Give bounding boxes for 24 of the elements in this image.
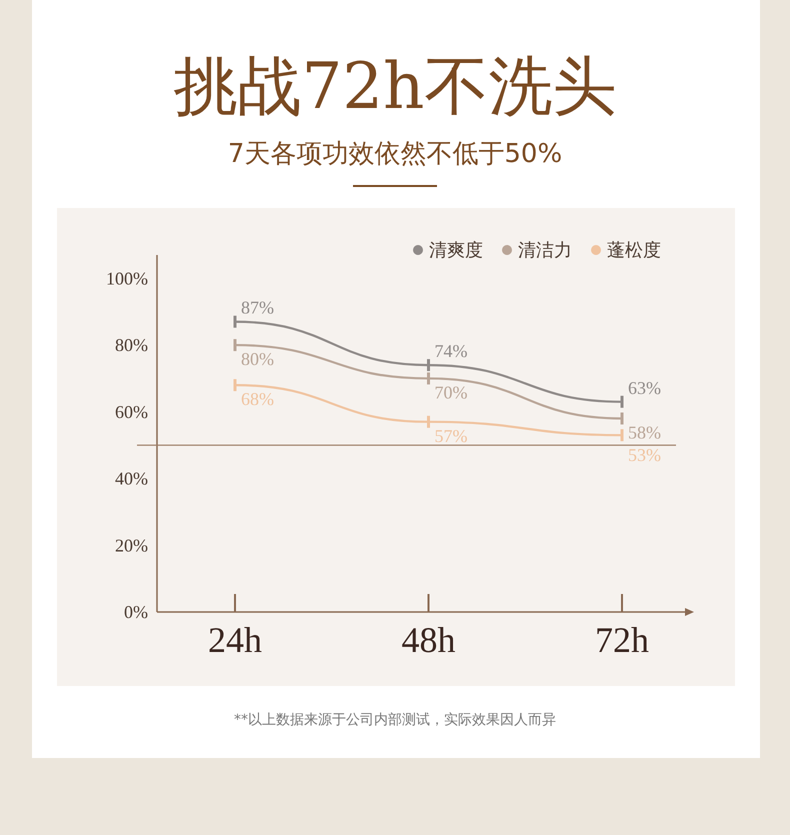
- y-tick-label: 60%: [115, 402, 148, 422]
- data-label: 87%: [241, 298, 274, 318]
- legend-label: 清爽度: [429, 240, 483, 261]
- y-tick-label: 40%: [115, 468, 148, 489]
- y-tick-label: 20%: [115, 535, 148, 556]
- legend-label: 清洁力: [518, 240, 572, 261]
- data-label: 57%: [434, 426, 468, 446]
- y-tick-label: 80%: [115, 335, 148, 356]
- chart-subtitle: 7天各项功效依然不低于50%: [228, 139, 562, 169]
- y-tick-label: 0%: [124, 602, 148, 622]
- legend-label: 蓬松度: [607, 240, 661, 261]
- data-label: 53%: [628, 445, 661, 466]
- data-label: 74%: [434, 341, 468, 362]
- y-tick-label: 100%: [106, 268, 148, 288]
- x-tick-label: 48h: [402, 620, 456, 660]
- text: **以上数据来源于公司内部测试，实际效果因人而异: [234, 712, 556, 728]
- x-tick-label: 72h: [595, 620, 649, 660]
- x-tick-label: 24h: [208, 620, 262, 660]
- chart-title: 挑战72h不洗头: [174, 50, 616, 124]
- data-label: 70%: [434, 382, 468, 402]
- data-label: 80%: [241, 349, 274, 370]
- data-label: 63%: [628, 378, 661, 398]
- data-label: 68%: [241, 389, 274, 410]
- data-label: 58%: [628, 422, 661, 442]
